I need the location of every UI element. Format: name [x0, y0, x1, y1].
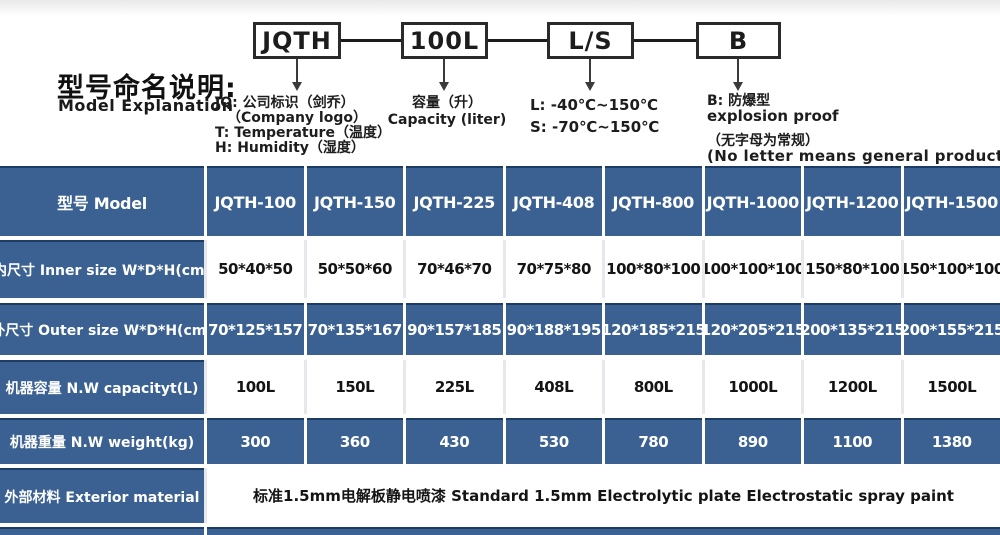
data-cell: 1500L	[903, 360, 1000, 414]
column-header-cell: JQTH-408	[505, 166, 602, 236]
connector-line	[341, 39, 401, 42]
model-box-b: B	[696, 22, 781, 59]
data-cell: 100*80*100	[605, 240, 702, 298]
data-cell: 70*135*167	[306, 303, 403, 355]
data-cell: 150L	[306, 360, 403, 414]
note-line: T: Temperature（温度）	[215, 125, 391, 141]
data-cell: 150*80*100	[804, 240, 901, 298]
row-label-cell	[0, 527, 204, 535]
row-label-cell: 机器容量 N.W capacityt(L)	[0, 360, 204, 414]
row-label-cell: 机器重量 N.W weight(kg)	[0, 418, 204, 464]
column-header-cell: JQTH-1200	[804, 166, 901, 236]
data-cell: 1380	[903, 418, 1000, 464]
column-header-cell: JQTH-1500	[903, 166, 1000, 236]
data-cell: 50*50*60	[306, 240, 403, 298]
data-cell: 50*40*50	[207, 240, 304, 298]
data-cell: 100*100*100	[704, 240, 801, 298]
data-cell: 430	[406, 418, 503, 464]
note-temperature-range: L: -40℃~150℃ S: -70℃~150℃	[530, 94, 659, 138]
data-cell: 225L	[406, 360, 503, 414]
data-cell: 1000L	[704, 360, 801, 414]
spec-row-weight: 机器重量 N.W weight(kg) 300 360 430 530 780 890 110…	[0, 418, 1000, 464]
data-cell: 300	[207, 418, 304, 464]
note-line: explosion proof	[707, 107, 839, 125]
row-label-cell: 外尺寸 Outer size W*D*H(cm)	[0, 303, 204, 355]
spec-row-capacity: 机器容量 N.W capacityt(L) 100L 150L 225L 408L 800…	[0, 360, 1000, 414]
spec-row-exterior-material: 外部材料 Exterior material 标准1.5mm电解板静电喷漆 Sta…	[0, 468, 1000, 523]
spec-row-outer-size: 外尺寸 Outer size W*D*H(cm) 70*125*157 70*135…	[0, 303, 1000, 355]
data-cell: 90*157*185	[406, 303, 503, 355]
data-cell: 1200L	[804, 360, 901, 414]
data-cell: 780	[605, 418, 702, 464]
spec-row-inner-size: 内尺寸 Inner size W*D*H(cm) 50*40*50 50*50*60…	[0, 240, 1000, 298]
data-cell: 150*100*100	[903, 240, 1000, 298]
data-cell: 890	[704, 418, 801, 464]
note-explosion-proof: B: 防爆型 explosion proof （无字母为常规） (No lett…	[707, 94, 1000, 164]
note-line: Capacity (liter)	[387, 112, 507, 128]
note-line: 容量（升）	[412, 95, 482, 111]
column-header-cell: JQTH-1000	[704, 166, 801, 236]
row-label-cell: 内尺寸 Inner size W*D*H(cm)	[0, 240, 204, 298]
column-header-cell: JQTH-800	[605, 166, 702, 236]
down-arrow-icon	[292, 59, 302, 91]
data-cell: 120*205*215	[704, 303, 801, 355]
model-box-100l: 100L	[401, 22, 488, 59]
data-cell: 530	[505, 418, 602, 464]
column-header-cell: JQTH-225	[406, 166, 503, 236]
data-cell: 360	[306, 418, 403, 464]
data-cell: 70*46*70	[406, 240, 503, 298]
column-header-cell: JQTH-150	[306, 166, 403, 236]
data-cell: 70*125*157	[207, 303, 304, 355]
note-line: S: -70℃~150℃	[530, 118, 660, 136]
down-arrow-icon	[439, 59, 449, 91]
spec-table: 型号 Model JQTH-100 JQTH-150 JQTH-225 JQTH-408…	[0, 166, 1000, 535]
connector-line	[634, 39, 696, 42]
data-cell: 90*188*195	[505, 303, 602, 355]
diagram-title-en: Model Explanation	[58, 96, 234, 115]
span-value-cell	[207, 527, 1000, 535]
note-line: L: -40℃~150℃	[530, 96, 659, 114]
down-arrow-icon	[733, 59, 743, 91]
note-line: （Company logo）	[227, 110, 367, 126]
data-cell: 800L	[605, 360, 702, 414]
data-cell: 120*185*215	[605, 303, 702, 355]
data-cell: 200*135*215	[804, 303, 901, 355]
note-line: B: 防爆型	[707, 93, 771, 109]
model-box-jqth: JQTH	[253, 22, 341, 59]
column-header-cell: JQTH-100	[207, 166, 304, 236]
spec-row-partial	[0, 527, 1000, 535]
note-line: （无字母为常规）	[707, 133, 819, 149]
data-cell: 70*75*80	[505, 240, 602, 298]
connector-line	[488, 39, 547, 42]
model-box-ls: L/S	[547, 22, 634, 59]
header-label-cell: 型号 Model	[0, 166, 204, 236]
note-line: (No letter means general products.)	[707, 147, 1000, 165]
note-jqth: JQ: 公司标识（剑乔） （Company logo） T: Temperatu…	[215, 96, 391, 156]
note-capacity: 容量（升） Capacity (liter)	[383, 96, 511, 128]
data-cell: 100L	[207, 360, 304, 414]
row-label-cell: 外部材料 Exterior material	[0, 468, 204, 523]
note-line: H: Humidity（湿度）	[215, 140, 365, 156]
note-line: JQ: 公司标识（剑乔）	[215, 95, 355, 111]
down-arrow-icon	[585, 59, 595, 91]
data-cell: 200*155*215	[903, 303, 1000, 355]
data-cell: 1100	[804, 418, 901, 464]
spec-table-header-row: 型号 Model JQTH-100 JQTH-150 JQTH-225 JQTH-408…	[0, 166, 1000, 236]
span-value-cell: 标准1.5mm电解板静电喷漆 Standard 1.5mm Electrolyt…	[207, 468, 1000, 523]
data-cell: 408L	[505, 360, 602, 414]
diagram-title-zh: 型号命名说明:	[57, 73, 237, 104]
top-shadow-band	[0, 0, 1000, 16]
